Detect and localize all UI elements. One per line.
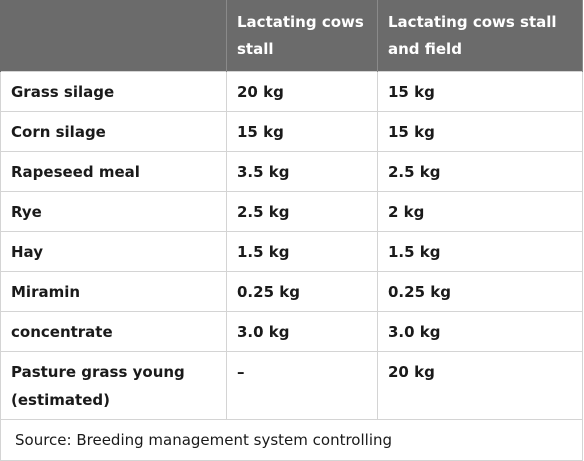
stall-field-amount-cell: 1.5 kg <box>377 231 583 272</box>
stall-amount-cell: 20 kg <box>226 71 378 112</box>
stall-amount-cell: 1.5 kg <box>226 231 378 272</box>
stall-field-amount-cell: 2 kg <box>377 191 583 232</box>
feed-name-cell: Miramin <box>0 271 227 312</box>
table-row: Pasture grass young (estimated) – 20 kg <box>0 351 583 420</box>
header-row: Lactating cows stall Lactating cows stal… <box>0 0 583 72</box>
source-row: Source: Breeding management system contr… <box>0 419 583 461</box>
feed-name-cell: Pasture grass young (estimated) <box>0 351 227 420</box>
stall-amount-cell: 0.25 kg <box>226 271 378 312</box>
stall-amount-cell: 15 kg <box>226 111 378 152</box>
table-row: Corn silage 15 kg 15 kg <box>0 111 583 152</box>
stall-amount-cell: 2.5 kg <box>226 191 378 232</box>
stall-field-amount-cell: 3.0 kg <box>377 311 583 352</box>
feed-name-cell: Corn silage <box>0 111 227 152</box>
stall-field-amount-cell: 2.5 kg <box>377 151 583 192</box>
table-row: Hay 1.5 kg 1.5 kg <box>0 231 583 272</box>
table-row: Rye 2.5 kg 2 kg <box>0 191 583 232</box>
feed-name-cell: Rye <box>0 191 227 232</box>
table-row: Miramin 0.25 kg 0.25 kg <box>0 271 583 312</box>
stall-amount-cell: 3.5 kg <box>226 151 378 192</box>
source-note: Source: Breeding management system contr… <box>0 419 583 461</box>
table-row: concentrate 3.0 kg 3.0 kg <box>0 311 583 352</box>
table-header: Lactating cows stall Lactating cows stal… <box>0 0 583 72</box>
stall-amount-cell: 3.0 kg <box>226 311 378 352</box>
stall-field-amount-cell: 15 kg <box>377 111 583 152</box>
table-footer: Source: Breeding management system contr… <box>0 419 583 461</box>
feed-name-cell: Rapeseed meal <box>0 151 227 192</box>
header-cell-feed <box>0 0 227 72</box>
table-row: Rapeseed meal 3.5 kg 2.5 kg <box>0 151 583 192</box>
table-body: Grass silage 20 kg 15 kg Corn silage 15 … <box>0 71 583 420</box>
stall-field-amount-cell: 15 kg <box>377 71 583 112</box>
feed-name-cell: concentrate <box>0 311 227 352</box>
feed-name-cell: Grass silage <box>0 71 227 112</box>
header-cell-stall: Lactating cows stall <box>226 0 378 72</box>
table-row: Grass silage 20 kg 15 kg <box>0 71 583 112</box>
stall-field-amount-cell: 0.25 kg <box>377 271 583 312</box>
feed-name-cell: Hay <box>0 231 227 272</box>
stall-field-amount-cell: 20 kg <box>377 351 583 420</box>
header-cell-stall-field: Lactating cows stall and field <box>377 0 583 72</box>
stall-amount-cell: – <box>226 351 378 420</box>
